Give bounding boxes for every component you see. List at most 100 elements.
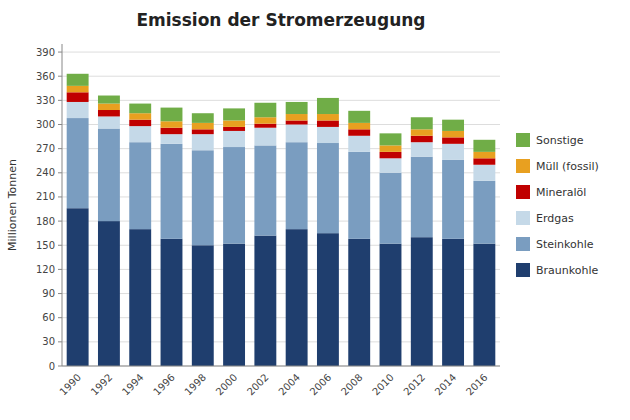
bar-segment (192, 150, 214, 245)
bar-segment (98, 110, 120, 116)
bar-segment (473, 158, 495, 164)
grid-line (62, 148, 500, 149)
bar-segment (473, 165, 495, 181)
series-bars (67, 86, 496, 158)
legend-swatch (516, 263, 530, 277)
legend-label: Mineralöl (536, 186, 586, 199)
y-tick-label: 0 (49, 361, 55, 372)
legend: SonstigeMüll (fossil)MineralölErdgasStei… (516, 133, 599, 277)
y-grid: 0306090120150180210240270300330360390 (36, 47, 500, 372)
bar-segment (317, 120, 339, 126)
chart-container: Emission der Stromerzeugung0306090120150… (0, 0, 630, 420)
bar-segment (317, 143, 339, 233)
bar-segment (129, 104, 151, 114)
bar-segment (98, 116, 120, 128)
bar-segment (411, 136, 433, 142)
bar-segment (286, 120, 308, 124)
bar-segment (473, 140, 495, 152)
x-tick-label: 2006 (308, 372, 334, 398)
bar-segment (161, 239, 183, 366)
bar-segment (161, 108, 183, 122)
y-tick-label: 150 (36, 240, 55, 251)
y-tick-label: 270 (36, 143, 55, 154)
y-tick-label: 30 (42, 336, 55, 347)
x-axis-line (62, 366, 500, 367)
bars (67, 74, 496, 366)
series-bars (67, 74, 496, 152)
bar-segment (254, 236, 276, 366)
x-tick-label: 2000 (214, 372, 240, 398)
bar-segment (380, 145, 402, 151)
bar-segment (98, 221, 120, 366)
bar-segment (442, 137, 464, 143)
bar-segment (348, 239, 370, 366)
y-tick-label: 360 (36, 71, 55, 82)
legend-swatch (516, 237, 530, 251)
bar-segment (411, 129, 433, 135)
bar-segment (223, 147, 245, 244)
bar-segment (192, 245, 214, 366)
bar-segment (348, 123, 370, 129)
y-tick-label: 210 (36, 191, 55, 202)
bar-segment (254, 117, 276, 123)
bar-segment (161, 134, 183, 144)
bar-segment (223, 244, 245, 366)
grid-line (62, 366, 500, 367)
y-tick (58, 341, 62, 342)
bar-segment (348, 129, 370, 135)
bar-segment (223, 108, 245, 120)
grid-line (62, 76, 500, 77)
x-tick-label: 2016 (464, 372, 490, 398)
bar-segment (317, 127, 339, 143)
series-bars (67, 92, 496, 164)
x-tick-label: 1996 (151, 372, 177, 398)
y-tick-label: 390 (36, 47, 55, 58)
x-tick-label: 1990 (57, 372, 83, 398)
x-tick-label: 1998 (182, 372, 208, 398)
bar-segment (286, 114, 308, 120)
bar-segment (129, 142, 151, 229)
y-tick (58, 100, 62, 101)
y-tick (58, 366, 62, 367)
bar-segment (98, 129, 120, 222)
y-tick (58, 124, 62, 125)
bar-segment (223, 127, 245, 131)
legend-label: Sonstige (536, 134, 584, 147)
bar-segment (67, 118, 89, 208)
bar-segment (254, 128, 276, 146)
y-tick (58, 293, 62, 294)
legend-swatch (516, 133, 530, 147)
y-tick-label: 330 (36, 95, 55, 106)
bar-segment (411, 117, 433, 129)
y-tick (58, 148, 62, 149)
bar-segment (442, 239, 464, 366)
bar-segment (161, 144, 183, 239)
bar-segment (317, 233, 339, 366)
bar-segment (411, 157, 433, 238)
bar-segment (380, 173, 402, 244)
bar-segment (161, 121, 183, 127)
legend-swatch (516, 211, 530, 225)
legend-label: Steinkohle (536, 238, 594, 251)
y-axis-label: Millionen Tonnen (6, 159, 19, 251)
y-tick (58, 269, 62, 270)
bar-segment (254, 103, 276, 117)
x-tick-label: 2008 (339, 372, 365, 398)
chart-title: Emission der Stromerzeugung (136, 10, 425, 30)
bar-segment (67, 74, 89, 86)
series-bars (67, 102, 496, 181)
grid-line (62, 124, 500, 125)
bar-segment (67, 92, 89, 102)
bar-segment (223, 131, 245, 147)
legend-label: Müll (fossil) (536, 160, 599, 173)
bar-segment (129, 113, 151, 119)
bar-segment (380, 244, 402, 366)
bar-segment (286, 142, 308, 229)
y-tick-label: 120 (36, 264, 55, 275)
bar-segment (129, 120, 151, 126)
bar-segment (442, 160, 464, 239)
legend-swatch (516, 185, 530, 199)
bar-segment (442, 120, 464, 131)
y-axis-line (62, 44, 63, 366)
legend-label: Braunkohle (536, 264, 598, 277)
